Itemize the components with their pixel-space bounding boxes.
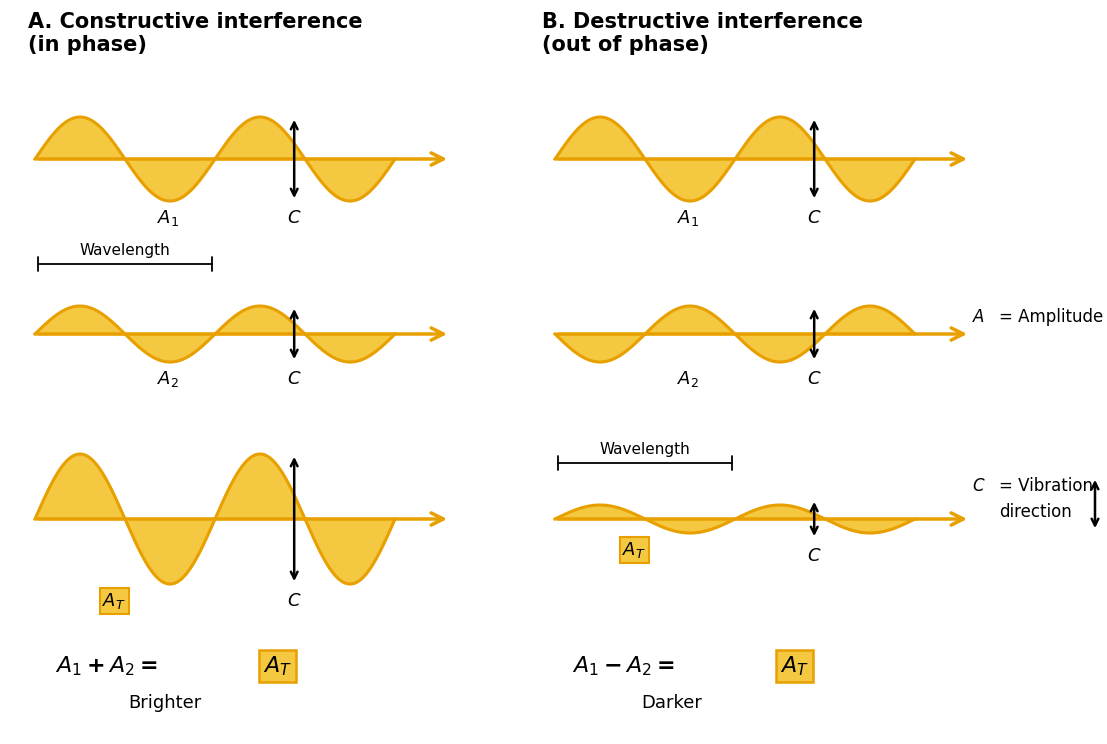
Text: $\boldsymbol{A_T}$: $\boldsymbol{A_T}$ [263,654,292,678]
Text: $A_T$: $A_T$ [102,591,126,611]
Text: $A_1$: $A_1$ [157,208,179,228]
Text: $C$: $C$ [972,477,985,495]
Text: Wavelength: Wavelength [600,442,691,457]
Text: $C$: $C$ [287,592,301,610]
Text: direction: direction [999,503,1072,521]
Text: $\boldsymbol{A_T}$: $\boldsymbol{A_T}$ [780,654,809,678]
Text: Darker: Darker [642,694,703,712]
Text: Wavelength: Wavelength [80,243,170,258]
Text: $C$: $C$ [807,547,821,565]
Text: $A_1$: $A_1$ [677,208,700,228]
Text: $A_T$: $A_T$ [622,540,646,560]
Text: = Vibration: = Vibration [999,477,1093,495]
Text: $A$: $A$ [972,308,985,326]
Text: B. Destructive interference
(out of phase): B. Destructive interference (out of phas… [542,12,863,55]
Text: $C$: $C$ [287,370,301,388]
Text: Brighter: Brighter [128,694,201,712]
Text: $A_2$: $A_2$ [157,369,179,389]
Text: $C$: $C$ [287,209,301,227]
Text: $\boldsymbol{A_1 - A_2 =}$: $\boldsymbol{A_1 - A_2 =}$ [572,654,674,678]
Text: $A_2$: $A_2$ [677,369,700,389]
Text: $\boldsymbol{A_1 + A_2 =}$: $\boldsymbol{A_1 + A_2 =}$ [55,654,157,678]
Text: $C$: $C$ [807,370,821,388]
Text: A. Constructive interference
(in phase): A. Constructive interference (in phase) [28,12,363,55]
Text: = Amplitude: = Amplitude [999,308,1104,326]
Text: $C$: $C$ [807,209,821,227]
